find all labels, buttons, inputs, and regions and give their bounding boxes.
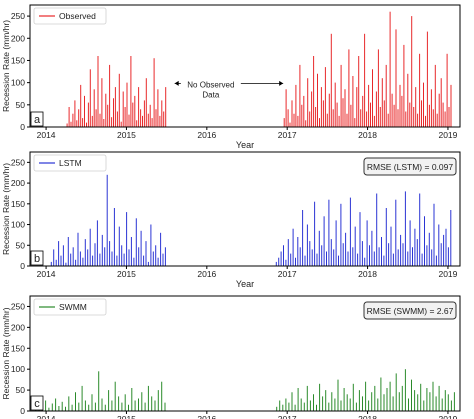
x-tick-label: 2017 <box>278 130 297 140</box>
y-tick-label: 250 <box>11 157 25 167</box>
legend-box <box>33 298 107 316</box>
x-axis-label: Year <box>236 279 254 289</box>
legend: LSTM <box>33 154 107 172</box>
y-tick-label: 150 <box>11 343 25 353</box>
rmse-text: RMSE (LSTM) = 0.097 <box>367 162 453 172</box>
annotation-line-2: Data <box>202 90 219 99</box>
x-tick-label: 2018 <box>358 130 377 140</box>
y-axis-label: Recession Rate (mm/hr) <box>1 20 11 112</box>
annotation-arrowhead-right <box>279 80 284 86</box>
panel-letter: c <box>30 395 44 411</box>
y-tick-label: 50 <box>16 240 26 250</box>
panel-a: 0 50 100 150 200 250 2014 2015 2016 2017 2018 2019 R… <box>1 4 461 150</box>
y-tick-label: 100 <box>11 78 25 88</box>
x-tick-label: 2016 <box>197 130 216 140</box>
rmse-box <box>363 157 457 176</box>
y-tick-label: 150 <box>11 55 25 65</box>
x-tick-label: 2019 <box>438 130 457 140</box>
x-tick-label: 2016 <box>197 269 216 279</box>
panel-letter: b <box>30 250 44 266</box>
plot-frame <box>29 151 461 267</box>
y-tick-label: 0 <box>20 406 25 416</box>
panel-letter-box <box>30 250 44 266</box>
x-tick-label: 2019 <box>438 414 457 419</box>
panel-c: 0 50 100 150 200 250 2014 2015 2016 2017 2018 2019 R… <box>1 295 461 419</box>
legend-box <box>33 7 107 25</box>
panel-letter-text: c <box>34 398 40 410</box>
legend-label: SWMM <box>59 302 87 312</box>
y-tick-label: 50 <box>16 100 26 110</box>
y-tick-label: 100 <box>11 220 25 230</box>
x-tick-label: 2017 <box>278 269 297 279</box>
y-tick-label: 200 <box>11 178 25 188</box>
panel-b: 0 50 100 150 200 250 2014 2015 2016 2017 2018 2019 R… <box>1 151 461 289</box>
panel-letter: a <box>30 111 44 127</box>
x-tick-label: 2016 <box>197 414 216 419</box>
rmse-annotation: RMSE (LSTM) = 0.097 <box>363 157 457 176</box>
legend-label: LSTM <box>59 158 82 168</box>
plot-frame <box>29 4 461 128</box>
legend: Observed <box>33 7 107 25</box>
y-tick-label: 200 <box>11 33 25 43</box>
panel-letter-box <box>30 111 44 127</box>
x-tick-label: 2014 <box>37 130 56 140</box>
rmse-text: RMSE (SWMM) = 2.67 <box>367 306 454 316</box>
panel-letter-text: b <box>34 253 40 265</box>
x-tick-label: 2014 <box>37 269 56 279</box>
y-axis-label: Recession Rate (mm/hr) <box>1 307 11 399</box>
y-tick-label: 150 <box>11 199 25 209</box>
rmse-annotation: RMSE (SWMM) = 2.67 <box>363 301 457 320</box>
y-tick-label: 250 <box>11 301 25 311</box>
panel-letter-box <box>30 395 44 411</box>
x-tick-label: 2015 <box>117 414 136 419</box>
x-tick-label: 2019 <box>438 269 457 279</box>
x-tick-label: 2017 <box>278 414 297 419</box>
x-tick-label: 2015 <box>117 269 136 279</box>
y-tick-label: 100 <box>11 364 25 374</box>
y-axis-label: Recession Rate (mm/hr) <box>1 163 11 255</box>
annotation-arrowhead-left <box>174 80 179 86</box>
y-tick-label: 200 <box>11 322 25 332</box>
y-tick-label: 0 <box>20 261 25 271</box>
y-tick-label: 250 <box>11 11 25 21</box>
x-tick-label: 2018 <box>358 414 377 419</box>
y-tick-label: 0 <box>20 122 25 132</box>
x-tick-label: 2015 <box>117 130 136 140</box>
x-tick-label: 2014 <box>37 414 56 419</box>
rmse-box <box>363 301 457 320</box>
x-axis-label: Year <box>236 140 254 150</box>
annotation-line-1: No Observed <box>187 80 234 89</box>
legend: SWMM <box>33 298 107 316</box>
plot-frame <box>29 295 461 412</box>
legend-box <box>33 154 107 172</box>
y-tick-label: 50 <box>16 385 26 395</box>
x-tick-label: 2018 <box>358 269 377 279</box>
panel-letter-text: a <box>34 114 41 126</box>
legend-label: Observed <box>59 11 96 21</box>
